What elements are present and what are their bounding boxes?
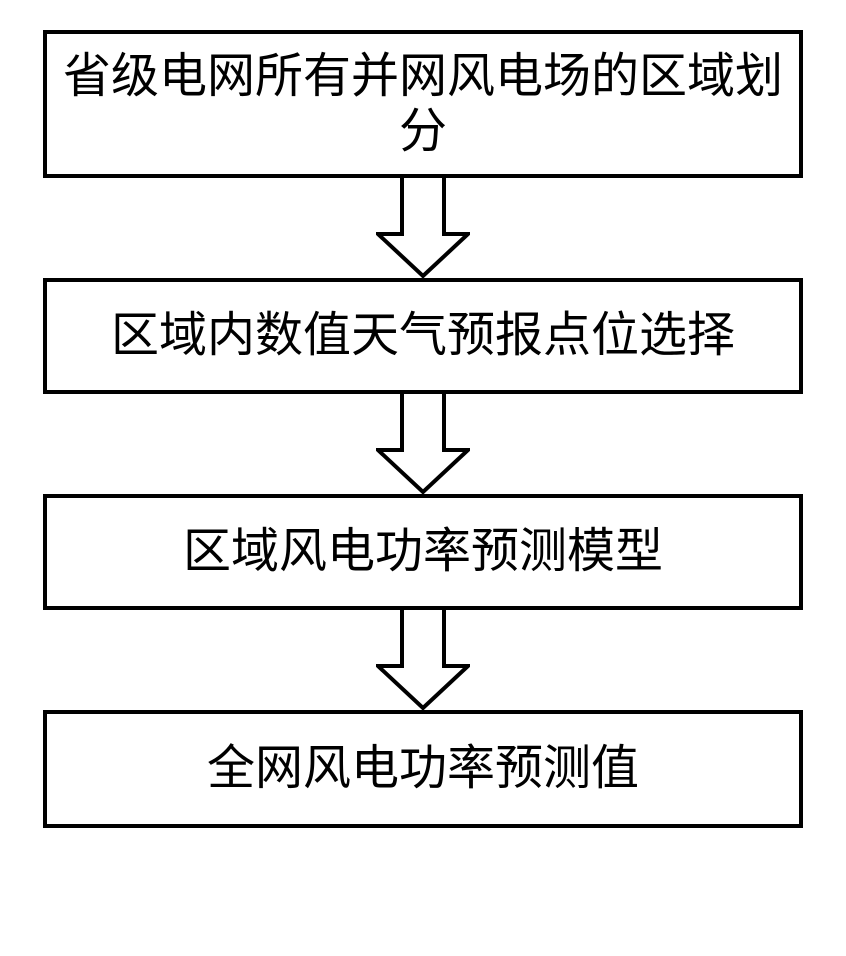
arrow-svg-3	[376, 610, 470, 710]
flowchart-box-2: 区域内数值天气预报点位选择	[43, 278, 803, 394]
flowchart-box-1: 省级电网所有并网风电场的区域划分	[43, 30, 803, 178]
flowchart-box-3: 区域风电功率预测模型	[43, 494, 803, 610]
box3-text: 区域风电功率预测模型	[183, 524, 663, 579]
arrow-svg-1	[376, 178, 470, 278]
arrow-2	[376, 394, 470, 494]
flowchart-box-4: 全网风电功率预测值	[43, 710, 803, 828]
arrow-svg-2	[376, 394, 470, 494]
arrow-3	[376, 610, 470, 710]
box2-text: 区域内数值天气预报点位选择	[111, 308, 735, 363]
box1-text: 省级电网所有并网风电场的区域划分	[47, 49, 799, 159]
box4-text: 全网风电功率预测值	[207, 741, 639, 796]
arrow-1	[376, 178, 470, 278]
